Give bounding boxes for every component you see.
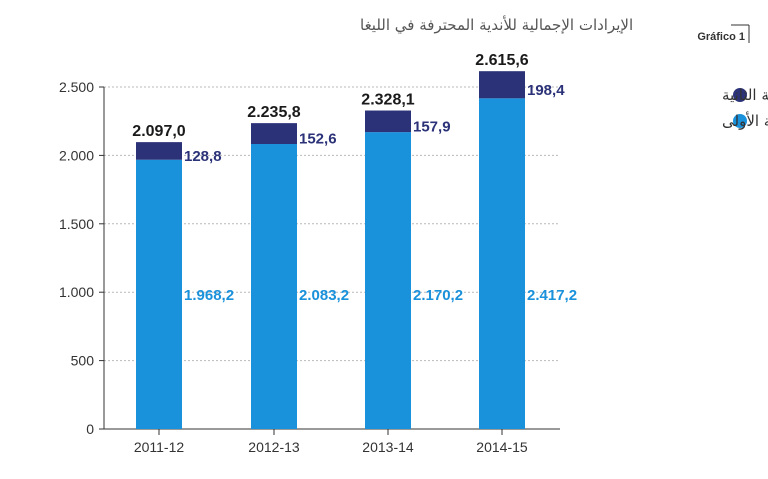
bar-primera-2013-14 xyxy=(365,132,411,429)
legend-marker xyxy=(733,114,747,128)
x-tick-label: 2012-13 xyxy=(248,439,300,455)
plot-area: 0 500 1.000 1.500 2.000 2.500 2011-12 2.097,0 12… xyxy=(59,52,577,455)
total-label: 2.328,1 xyxy=(361,92,414,109)
bar-primera-2014-15 xyxy=(479,98,525,430)
total-label: 2.615,6 xyxy=(475,52,528,69)
segunda-value-label: 198,4 xyxy=(527,82,565,99)
legend: الدرجة الثانية الدرجة الأولى xyxy=(722,86,768,130)
bar-segunda-2014-15 xyxy=(479,71,525,99)
primera-value-label: 1.968,2 xyxy=(184,287,234,304)
bar-segunda-2012-13 xyxy=(251,123,297,145)
figure-label-box: Gráfico 1 xyxy=(697,24,750,43)
segunda-value-label: 152,6 xyxy=(299,131,337,148)
primera-value-label: 2.417,2 xyxy=(527,287,577,304)
y-tick-label: 500 xyxy=(71,353,95,369)
y-tick-label: 2.000 xyxy=(59,147,94,163)
legend-marker xyxy=(733,88,747,102)
bar-primera-2011-12 xyxy=(136,159,182,429)
y-tick-label: 0 xyxy=(86,421,94,437)
bar-segunda-2011-12 xyxy=(136,142,182,160)
segunda-value-label: 157,9 xyxy=(413,118,451,135)
primera-value-label: 2.083,2 xyxy=(299,287,349,304)
x-tick-label: 2014-15 xyxy=(476,439,528,455)
legend-label: الدرجة الأولى xyxy=(722,111,768,130)
total-label: 2.097,0 xyxy=(132,123,185,140)
total-label: 2.235,8 xyxy=(247,104,300,121)
primera-value-label: 2.170,2 xyxy=(413,287,463,304)
legend-label: الدرجة الثانية xyxy=(722,86,768,104)
y-tick-label: 2.500 xyxy=(59,79,94,95)
chart-title: الإيرادات الإجمالية للأندية المحترفة في … xyxy=(360,15,633,35)
y-tick-label: 1.500 xyxy=(59,216,94,232)
bar-segunda-2013-14 xyxy=(365,110,411,133)
x-tick-label: 2013-14 xyxy=(362,439,414,455)
segunda-value-label: 128,8 xyxy=(184,148,222,165)
figure-label: Gráfico 1 xyxy=(697,31,745,43)
y-tick-label: 1.000 xyxy=(59,284,94,300)
bar-primera-2012-13 xyxy=(251,144,297,429)
x-tick-label: 2011-12 xyxy=(134,439,185,455)
